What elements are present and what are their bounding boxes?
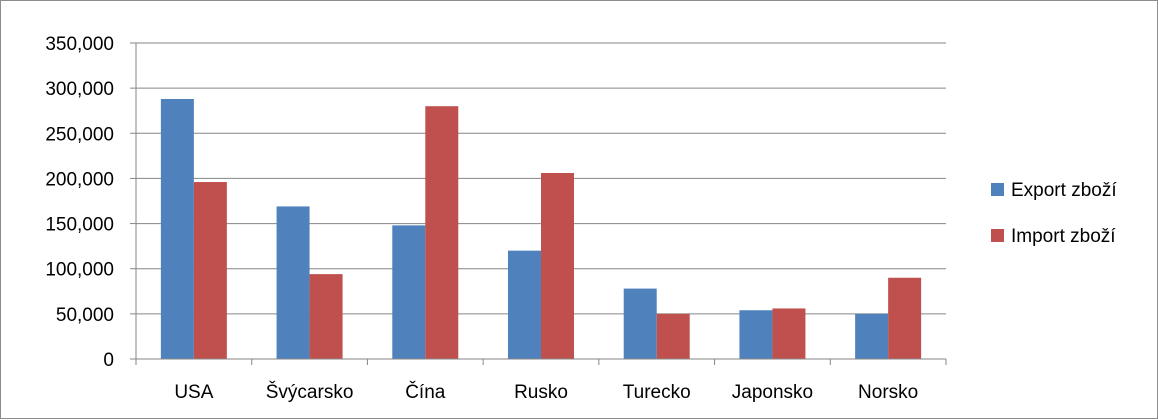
legend-swatch — [991, 229, 1004, 242]
bar-import — [656, 313, 690, 359]
bar-export — [392, 225, 426, 359]
bar-import — [541, 173, 574, 359]
y-tick-label: 0 — [103, 350, 114, 371]
bar-import — [425, 106, 459, 359]
x-tick-label: Rusko — [514, 382, 568, 403]
x-tick-label: Norsko — [858, 382, 918, 403]
x-tick-label: Turecko — [623, 382, 691, 403]
y-tick-label: 100,000 — [45, 260, 114, 281]
bar-import — [193, 182, 227, 359]
bar-export — [623, 288, 657, 359]
x-tick-label: Japonsko — [732, 382, 813, 403]
bar-export — [276, 206, 310, 359]
y-tick-label: 350,000 — [45, 34, 114, 55]
y-tick-label: 300,000 — [45, 79, 114, 100]
y-tick-label: 200,000 — [45, 169, 114, 190]
bar-export — [508, 250, 541, 359]
bar-import — [772, 308, 806, 359]
bar-export — [160, 98, 194, 359]
y-tick-label: 150,000 — [45, 215, 114, 236]
legend-swatch — [991, 183, 1004, 196]
x-tick-label: USA — [174, 382, 213, 403]
bar-import — [888, 277, 922, 359]
bar-export — [739, 310, 773, 359]
y-tick-label: 50,000 — [56, 305, 114, 326]
legend-label: Import zboží — [1011, 226, 1116, 247]
legend-label: Export zboží — [1011, 180, 1117, 201]
x-tick-label: Čína — [405, 381, 446, 403]
bar-import — [309, 274, 343, 359]
x-tick-label: Švýcarsko — [266, 381, 354, 403]
y-tick-label: 250,000 — [45, 124, 114, 145]
bar-export — [855, 313, 889, 359]
